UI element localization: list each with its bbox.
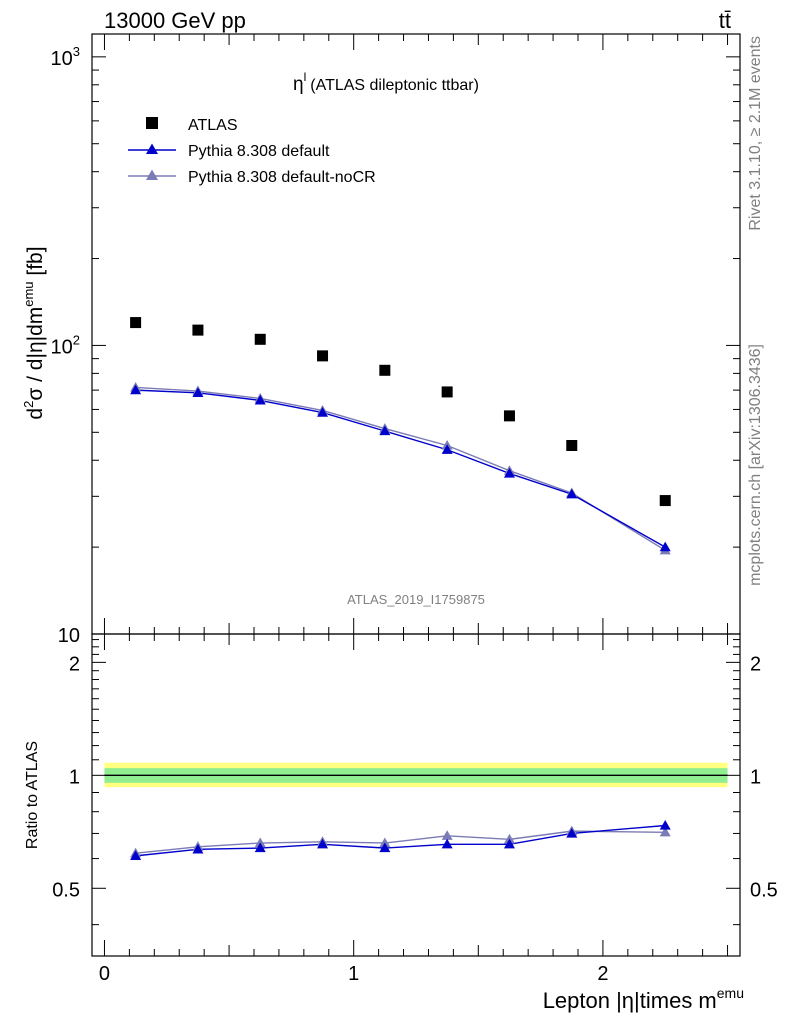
analysis-watermark: ATLAS_2019_I1759875 <box>347 592 485 607</box>
legend-default-label: Pythia 8.308 default <box>188 143 330 160</box>
legend-default-marker <box>146 143 158 154</box>
series-point-atlas <box>130 317 142 329</box>
ratio-point-nocr <box>659 826 671 837</box>
ratio-series-group <box>130 819 671 860</box>
main-y-tick-label: 10 <box>58 625 80 647</box>
series-point-default <box>379 425 391 436</box>
header-process-label: tt̄ <box>719 8 731 33</box>
series-point-atlas <box>441 386 453 398</box>
plot-title: ηl (ATLAS dileptonic ttbar) <box>293 70 479 95</box>
tick-base: 10 <box>51 48 73 70</box>
ratio-line-nocr <box>135 830 666 854</box>
main-y-tick-label: 103 <box>51 44 80 70</box>
series-point-atlas <box>379 364 391 376</box>
ylabel-d: d <box>24 408 47 420</box>
series-point-atlas <box>254 333 266 345</box>
ylabel-unit: [fb] <box>24 246 47 281</box>
series-line-default <box>135 389 666 548</box>
ratio-point-nocr <box>441 830 453 840</box>
series-point-atlas <box>317 350 329 362</box>
series-point-default <box>192 387 204 397</box>
legend-atlas-marker <box>146 117 158 129</box>
series-point-default <box>659 541 671 552</box>
ratio-y-tick-label: 2 <box>69 653 80 675</box>
series-point-atlas <box>566 439 578 451</box>
tick-exponent: 2 <box>73 332 80 347</box>
ratio-point-default <box>659 819 671 830</box>
series-point-default <box>130 384 142 395</box>
ratio-x-axis-labels: 0 1 2 <box>99 963 609 985</box>
ratio-point-default <box>130 850 142 860</box>
ratio-y-tick-label-right: 2 <box>750 653 761 675</box>
x-tick-label: 2 <box>597 963 608 985</box>
ratio-point-default <box>254 842 266 853</box>
x-tick-label: 1 <box>348 963 359 985</box>
ratio-point-default <box>441 838 453 849</box>
header-energy-label: 13000 GeV pp <box>104 8 246 33</box>
main-y-tick-label: 102 <box>51 332 80 358</box>
ratio-point-default <box>192 843 204 854</box>
tick-exponent: 3 <box>73 44 80 59</box>
rivet-version-label: Rivet 3.1.10, ≥ 2.1M events <box>747 36 764 231</box>
ratio-point-nocr <box>379 837 391 848</box>
series-point-default <box>503 467 515 478</box>
series-line-nocr <box>135 386 666 551</box>
ratio-y-tick-label-right: 0.5 <box>750 879 778 901</box>
legend-nocr-label: Pythia 8.308 default-noCR <box>188 169 376 186</box>
main-x-axis-ticks <box>103 34 729 634</box>
ratio-y-tick-label-right: 1 <box>750 766 761 788</box>
ratio-point-default <box>503 838 515 849</box>
series-point-atlas <box>192 324 204 336</box>
plot-title-symbol: η <box>293 74 304 95</box>
ylabel-sup-emu: emu <box>21 281 36 306</box>
ratio-point-default <box>317 838 329 849</box>
ratio-point-nocr <box>503 833 515 844</box>
tick-base: 10 <box>58 625 80 647</box>
ratio-y-axis-ticks <box>92 639 740 926</box>
plot-title-text: (ATLAS dileptonic ttbar) <box>310 77 479 94</box>
mcplots-reference-label: mcplots.cern.ch [arXiv:1306.3436] <box>747 344 764 586</box>
ratio-panel-frame <box>91 633 741 957</box>
ratio-y-tick-label: 0.5 <box>52 879 80 901</box>
ratio-y-axis-label: Ratio to ATLAS <box>24 741 41 849</box>
x-axis-label-main: Lepton |η|times m <box>543 988 717 1013</box>
tick-base: 10 <box>51 336 73 358</box>
x-axis-label: Lepton |η|times memu <box>543 985 744 1013</box>
legend: ATLAS Pythia 8.308 default Pythia 8.308 … <box>128 117 376 186</box>
x-tick-label: 0 <box>99 963 110 985</box>
ratio-x-axis-ticks <box>103 634 729 956</box>
main-y-axis-ticks <box>92 56 740 635</box>
ylabel-main: σ / d|η|dm <box>24 307 47 401</box>
main-y-axis-label: d2σ / d|η|dmemu [fb] <box>21 246 47 419</box>
ratio-y-tick-label: 1 <box>69 766 80 788</box>
series-point-default <box>441 444 453 454</box>
ratio-panel: 0.5 0.5 1 1 2 2 0 1 2 Ratio to ATLAS Lepton |η|… <box>24 633 778 1013</box>
ylabel-sup2: 2 <box>21 401 36 408</box>
series-point-default <box>566 488 578 499</box>
series-point-default <box>254 394 266 405</box>
series-point-atlas <box>659 495 671 507</box>
x-axis-label-sup: emu <box>717 985 744 1001</box>
ratio-point-default <box>566 827 578 838</box>
series-point-default <box>317 407 329 417</box>
legend-nocr-marker <box>146 169 158 180</box>
ratio-y-axis-labels: 0.5 0.5 1 1 2 2 <box>52 653 778 901</box>
main-series-group <box>130 317 671 555</box>
legend-atlas-label: ATLAS <box>188 117 238 134</box>
ratio-point-default <box>379 842 391 853</box>
plot-title-sup: l <box>304 70 307 84</box>
ratio-point-nocr <box>254 837 266 848</box>
series-point-atlas <box>503 410 515 422</box>
